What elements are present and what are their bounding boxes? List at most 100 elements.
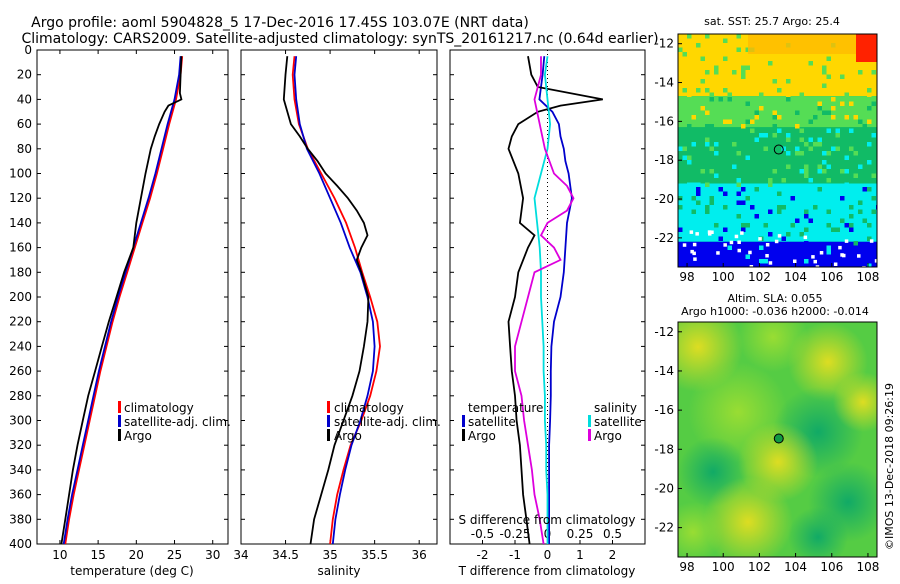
sst-pixel [781, 205, 786, 210]
sst-pixel [741, 56, 746, 61]
sst-pixel [732, 52, 737, 57]
series-group [60, 56, 184, 544]
sst-pixel [718, 263, 723, 267]
temperature-xlabel: temperature (deg C) [70, 564, 193, 578]
sst-pixel [862, 61, 867, 66]
sst-pixel [696, 182, 701, 187]
sst-pixel [862, 88, 867, 93]
sst-pixel [696, 191, 701, 196]
sst-pixel [732, 263, 737, 267]
temperature-chart: 0 20 40 60 80 100 120 140 160 180 200 220 240 260 280 3… [9, 43, 228, 562]
sst-missing-pixel [695, 232, 699, 236]
sst-missing-pixel [737, 248, 741, 253]
sst-pixel [727, 259, 732, 264]
y-tick-label: 360 [9, 488, 32, 502]
sst-pixel [853, 115, 858, 120]
sst-pixel [831, 97, 836, 102]
x-tick-label: 98 [679, 560, 694, 574]
sst-pixel [844, 155, 849, 160]
sst-missing-pixel [813, 259, 817, 264]
sst-pixel [741, 74, 746, 79]
sst-pixel [822, 65, 827, 70]
sst-pixel [808, 119, 813, 124]
difference-chart: -2 -1 0 1 2-0.5 -0.25 0 0.25 0.5 [450, 49, 645, 562]
sst-pixel [759, 92, 764, 97]
sst-pixel [849, 101, 854, 106]
y-tick-label: 120 [9, 191, 32, 205]
sst-pixel [709, 200, 714, 205]
sst-pixel [736, 47, 741, 52]
sst-pixel [844, 92, 849, 97]
sst-pixel [727, 245, 732, 250]
sst-pixel [867, 160, 872, 165]
sst-pixel [781, 52, 786, 57]
sst-pixel [714, 173, 719, 178]
sst-pixel [700, 263, 705, 267]
sst-pixel [822, 160, 827, 165]
sst-pixel [727, 97, 732, 102]
sst-pixel [754, 187, 759, 192]
legend-swatch-t-argo [462, 429, 465, 441]
series-line-climatology [64, 56, 184, 544]
y-tick-label: 200 [9, 290, 32, 304]
legend-title-temperature: temperature [468, 401, 543, 415]
sst-pixel [871, 254, 876, 259]
y-tick-label: 400 [9, 537, 32, 551]
sst-pixel [750, 119, 755, 124]
sst-pixel [732, 241, 737, 246]
sst-missing-pixel [693, 257, 697, 261]
sst-pixel [754, 214, 759, 219]
sst-pixel [867, 119, 872, 124]
sst-pixel [786, 133, 791, 138]
sst-pixel [705, 182, 710, 187]
sst-pixel [844, 223, 849, 228]
sst-pixel [718, 74, 723, 79]
sst-pixel [804, 173, 809, 178]
legend-swatch-satellite [118, 415, 121, 427]
sst-pixel [822, 70, 827, 75]
y-tick-label: 140 [9, 216, 32, 230]
x-tick-label: 30 [205, 548, 220, 562]
figure-title-line1: Argo profile: aoml 5904828_5 17-Dec-2016… [31, 15, 529, 31]
sst-pixel [849, 259, 854, 264]
sst-pixel [705, 137, 710, 142]
legend-label-s-satellite: satellite [594, 415, 642, 429]
sst-pixel [691, 209, 696, 214]
sst-pixel [871, 101, 876, 106]
sst-pixel [831, 115, 836, 120]
salinity-xlabel: salinity [317, 564, 360, 578]
sst-pixel [727, 79, 732, 84]
sst-pixel [804, 241, 809, 246]
sst-pixel [763, 146, 768, 151]
x-tick-label: 98 [679, 270, 694, 284]
x-tick-label: 106 [820, 560, 843, 574]
sst-pixel [826, 110, 831, 115]
sst-pixel [813, 205, 818, 210]
x-tick-label: 104 [784, 560, 807, 574]
sst-pixel [808, 218, 813, 223]
sst-pixel [772, 124, 777, 129]
x-tick-label: 108 [857, 560, 880, 574]
sst-missing-pixel [857, 254, 861, 258]
sst-pixel [678, 70, 683, 75]
sst-pixel [705, 34, 710, 39]
sst-pixel [772, 245, 777, 250]
sla-map-frame [677, 321, 878, 558]
sst-pixel [745, 254, 750, 259]
sst-pixel [705, 205, 710, 210]
sst-missing-pixel [758, 237, 762, 241]
sst-missing-pixel [803, 235, 808, 240]
sst-pixel [741, 227, 746, 232]
sst-missing-pixel [833, 262, 838, 266]
sst-missing-pixel [774, 239, 779, 244]
sst-missing-pixel [842, 253, 846, 258]
sst-pixel [714, 142, 719, 147]
sst-pixel [723, 227, 728, 232]
sla-map-title-line1: Altim. SLA: 0.055 [727, 292, 822, 305]
sst-pixel [822, 169, 827, 174]
legend-label-t-satellite: satellite [468, 415, 516, 429]
sst-pixel [718, 236, 723, 241]
sst-pixel [709, 124, 714, 129]
sst-pixel [849, 146, 854, 151]
